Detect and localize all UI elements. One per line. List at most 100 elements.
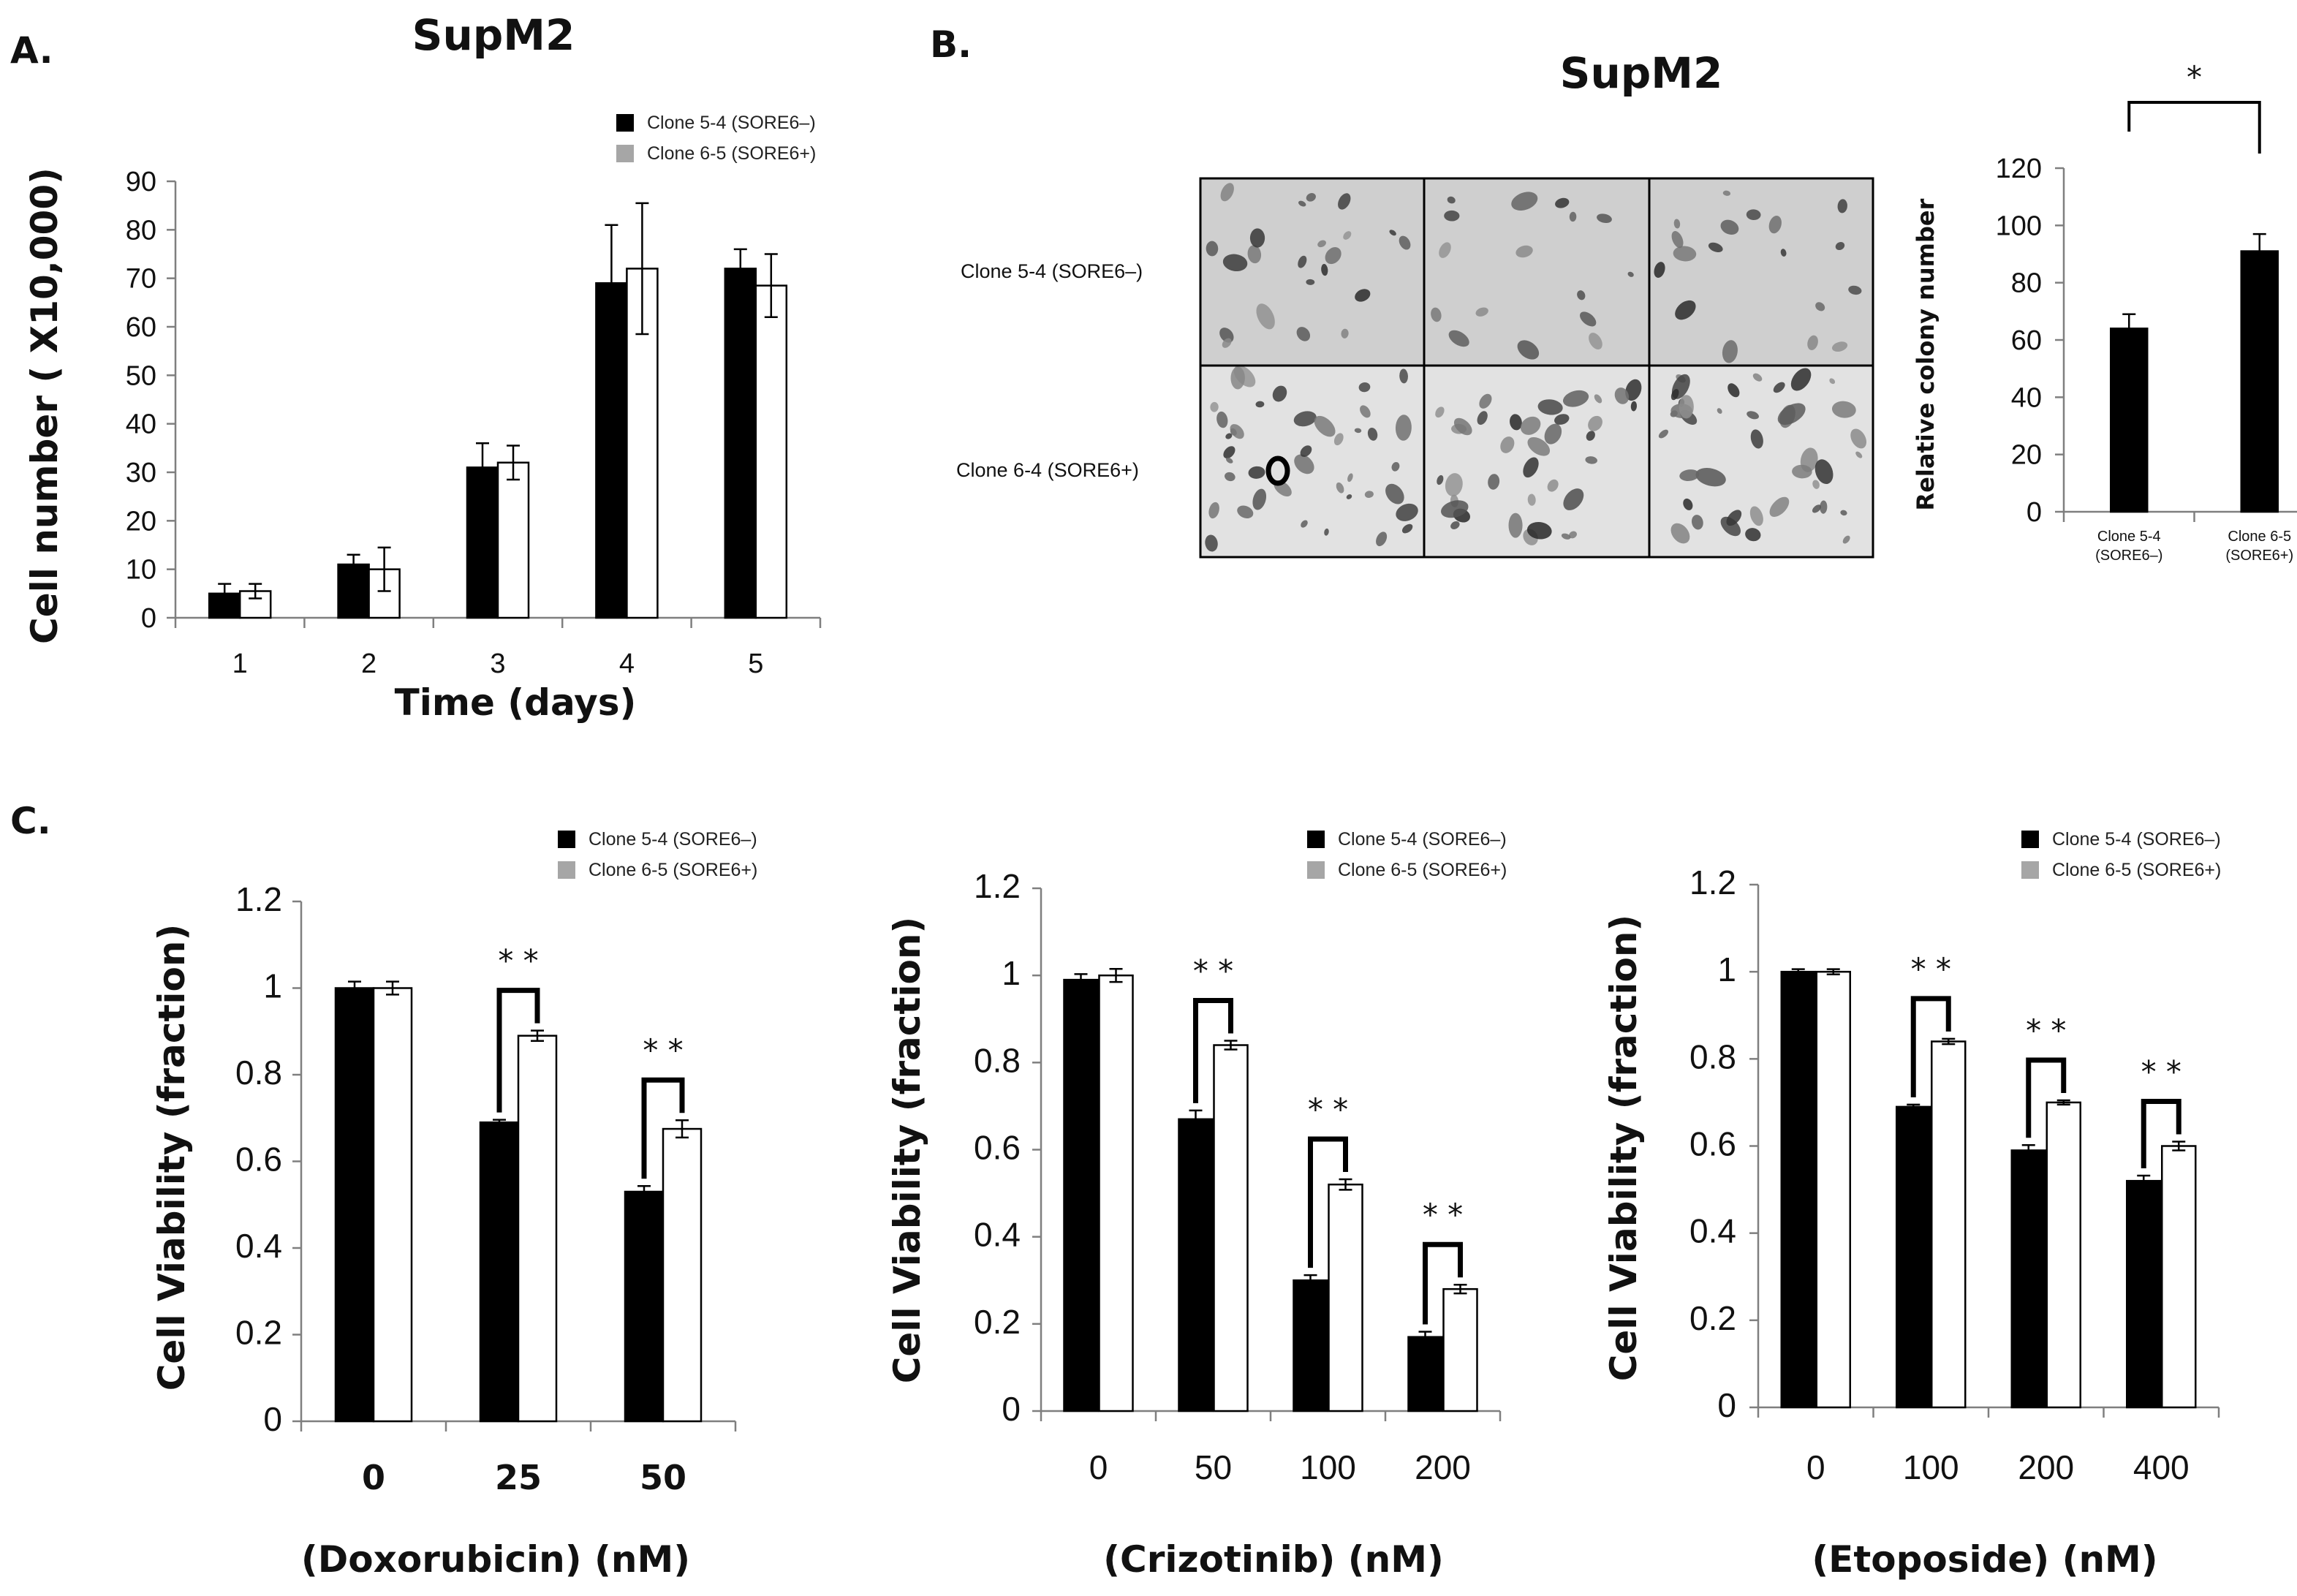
colony-spot xyxy=(1248,466,1265,479)
colony-spot xyxy=(1298,255,1307,268)
bar-series1 xyxy=(1780,970,1816,1409)
colony-spot xyxy=(1769,496,1790,517)
colony-spot xyxy=(1671,231,1684,249)
colony-spot xyxy=(1749,506,1763,526)
colony-spot xyxy=(1675,300,1696,320)
colony-spot xyxy=(1526,521,1552,540)
micrograph-row-top xyxy=(1200,178,1873,366)
panel-letter-a: A. xyxy=(10,29,53,72)
bar-series2 xyxy=(754,284,788,619)
y-tick-label: 100 xyxy=(1996,211,2042,241)
colony-spot xyxy=(1216,411,1228,428)
colony-spot xyxy=(1399,235,1411,250)
y-tick-label: 10 xyxy=(126,555,156,586)
y-tick-label: 0.2 xyxy=(1689,1299,1736,1337)
colony-spot xyxy=(1515,245,1533,258)
colony-spot xyxy=(1840,510,1847,516)
colony-spot xyxy=(1585,456,1597,464)
y-tick-label: 90 xyxy=(126,167,156,197)
y-tick-label: 0.8 xyxy=(235,1054,282,1092)
x-category-label: 0 xyxy=(362,1458,385,1497)
colony-spot xyxy=(1293,411,1317,427)
colony-spot xyxy=(1777,403,1806,426)
panel-letter-b: B. xyxy=(930,23,972,66)
legend-swatch-series1 xyxy=(1307,831,1325,848)
x-category-label: 2 xyxy=(361,648,376,679)
bar-series1 xyxy=(2240,250,2279,513)
colony-spot xyxy=(1627,271,1634,277)
colony-spot xyxy=(1746,209,1761,221)
micrograph-colonies xyxy=(1205,183,1867,552)
colony-spot xyxy=(1360,405,1371,418)
bar-series2 xyxy=(2161,1145,2197,1409)
colony-spot xyxy=(1842,535,1850,544)
significance-bracket xyxy=(2127,101,2261,154)
colony-spot xyxy=(1222,338,1232,348)
legend-swatch-series1 xyxy=(616,114,634,132)
colony-spot xyxy=(1294,454,1314,474)
colony-spot xyxy=(1679,395,1694,419)
bar-series1 xyxy=(1178,1118,1214,1412)
colony-spot xyxy=(1247,245,1262,264)
x-category-label: 5 xyxy=(748,648,763,679)
colony-spot xyxy=(1722,190,1731,196)
y-tick-label: 0.2 xyxy=(235,1314,282,1352)
colony-spot xyxy=(1831,401,1856,418)
colony-spot xyxy=(1475,307,1488,317)
bar-series2 xyxy=(517,1035,558,1423)
micrograph-grid-lines xyxy=(1199,177,1874,559)
colony-spot xyxy=(1594,394,1602,404)
x-category-label-line: Clone 5-4 xyxy=(2097,529,2161,545)
x-axis-title: Time (days) xyxy=(395,681,637,724)
colony-spot xyxy=(1561,533,1571,540)
colony-spot xyxy=(1252,488,1267,510)
colony-spot xyxy=(1520,416,1541,435)
x-category-label: 0 xyxy=(1806,1448,1825,1486)
colony-spot xyxy=(1401,523,1413,534)
x-category-label-line: Clone 6-5 xyxy=(2228,529,2291,545)
colony-spot xyxy=(1586,431,1595,441)
colony-spot xyxy=(1255,401,1265,408)
significance-marker: * * xyxy=(1193,953,1233,989)
y-tick-label: 120 xyxy=(1996,154,2042,184)
y-axis-title: Cell Viability (fraction) xyxy=(1602,915,1645,1382)
x-category-label: 50 xyxy=(640,1458,686,1497)
y-tick-label: 1.2 xyxy=(235,880,282,918)
colony-spot xyxy=(1717,408,1722,414)
significance-bracket xyxy=(1308,1136,1348,1268)
colony-spot xyxy=(1848,285,1862,295)
chart-c2-crizotinib: 0 0.2 0.4 0.6 0.8 1 1.2 0 50 100 200 * * * * * * Cell … xyxy=(886,829,1507,1581)
colony-spot xyxy=(1589,333,1602,350)
y-tick-label: 30 xyxy=(126,458,156,488)
colony-spot xyxy=(1547,479,1559,492)
micrograph-row-label-bottom: Clone 6-4 (SORE6+) xyxy=(956,459,1139,481)
colony-spot xyxy=(1790,368,1812,391)
y-tick-label: 0 xyxy=(263,1400,282,1438)
colony-spot xyxy=(1220,183,1234,202)
colony-spot xyxy=(1364,491,1374,499)
colony-spot xyxy=(1300,445,1312,458)
legend-swatch-series2 xyxy=(616,145,634,162)
colony-spot xyxy=(1343,231,1352,240)
y-tick-label: 0.2 xyxy=(974,1303,1021,1341)
colony-spot xyxy=(1517,340,1540,360)
colony-spot xyxy=(1306,279,1315,285)
y-axis-title: Relative colony number xyxy=(1912,198,1940,510)
chart-title: SupM2 xyxy=(412,10,575,60)
chart-a-cell-number: 0 10 20 30 40 50 60 70 80 90 1 2 3 4 5 Cell number ( X1… xyxy=(23,10,822,724)
colony-spot xyxy=(1814,459,1834,485)
colony-spot xyxy=(1812,504,1822,513)
x-category-label-line: (SORE6+) xyxy=(2225,548,2293,564)
colony-spot xyxy=(1298,200,1306,207)
colony-spot xyxy=(1670,389,1679,401)
bar-series1 xyxy=(334,987,375,1423)
colony-spot xyxy=(1510,414,1522,431)
bar-series1 xyxy=(2010,1149,2046,1409)
bar-series2 xyxy=(1815,970,1851,1409)
colony-spot xyxy=(1563,488,1584,510)
colony-spot xyxy=(1780,249,1787,257)
colony-spot xyxy=(1850,428,1867,449)
bar-series2 xyxy=(1442,1287,1478,1412)
colony-spot xyxy=(1658,429,1668,439)
colony-spot xyxy=(1206,241,1219,257)
